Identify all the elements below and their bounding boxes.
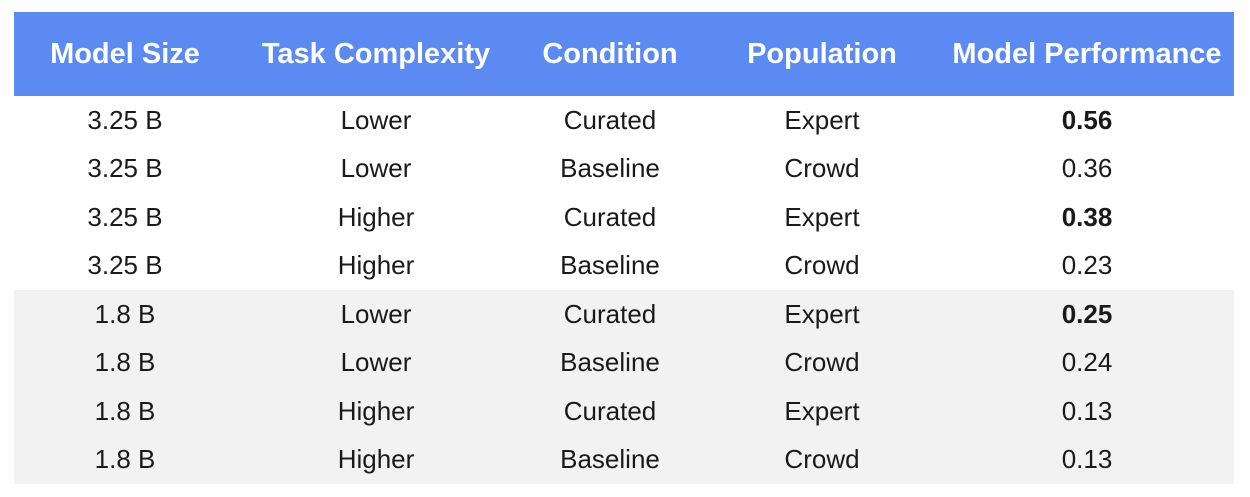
task-complexity-cell: Higher xyxy=(337,444,415,475)
performance-cell: 0.36 xyxy=(1061,153,1113,184)
table-row: 3.25 B Lower Baseline Crowd 0.36 xyxy=(14,145,1234,194)
population-cell: Crowd xyxy=(784,444,860,475)
model-size-cell: 3.25 B xyxy=(87,201,163,232)
header-population: Population xyxy=(747,37,897,70)
table-header: Model Size Task Complexity Condition Pop… xyxy=(14,12,1234,96)
performance-cell: 0.13 xyxy=(1061,444,1113,475)
condition-cell: Curated xyxy=(563,201,657,232)
task-complexity-cell: Higher xyxy=(337,395,415,426)
model-size-cell: 3.25 B xyxy=(87,153,163,184)
model-size-cell: 3.25 B xyxy=(87,250,163,281)
performance-cell: 0.56 xyxy=(1061,104,1113,135)
results-table: Model Size Task Complexity Condition Pop… xyxy=(14,12,1234,484)
condition-cell: Curated xyxy=(563,395,657,426)
task-complexity-cell: Lower xyxy=(340,347,412,378)
table-row: 3.25 B Higher Baseline Crowd 0.23 xyxy=(14,242,1234,291)
condition-cell: Baseline xyxy=(560,153,660,184)
header-task-complexity: Task Complexity xyxy=(261,37,491,70)
model-size-cell: 1.8 B xyxy=(94,395,156,426)
header-condition: Condition xyxy=(542,37,678,70)
population-cell: Expert xyxy=(784,395,860,426)
performance-cell: 0.24 xyxy=(1061,347,1113,378)
model-size-cell: 1.8 B xyxy=(94,298,156,329)
population-cell: Expert xyxy=(784,104,860,135)
table-row: 1.8 B Lower Baseline Crowd 0.24 xyxy=(14,338,1234,387)
table-row: 1.8 B Higher Curated Expert 0.13 xyxy=(14,387,1234,436)
task-complexity-cell: Lower xyxy=(340,104,412,135)
population-cell: Crowd xyxy=(784,153,860,184)
population-cell: Expert xyxy=(784,298,860,329)
population-cell: Crowd xyxy=(784,250,860,281)
performance-cell: 0.23 xyxy=(1061,250,1113,281)
table-body: 3.25 B Lower Curated Expert 0.56 3.25 B Lower B… xyxy=(14,96,1234,484)
table-row: 1.8 B Higher Baseline Crowd 0.13 xyxy=(14,435,1234,484)
model-size-cell: 3.25 B xyxy=(87,104,163,135)
task-complexity-cell: Higher xyxy=(337,250,415,281)
performance-cell: 0.13 xyxy=(1061,395,1113,426)
condition-cell: Baseline xyxy=(560,250,660,281)
model-size-cell: 1.8 B xyxy=(94,347,156,378)
header-model-performance: Model Performance xyxy=(952,37,1222,70)
header-model-size: Model Size xyxy=(50,37,200,70)
task-complexity-cell: Higher xyxy=(337,201,415,232)
task-complexity-cell: Lower xyxy=(340,298,412,329)
condition-cell: Curated xyxy=(563,104,657,135)
condition-cell: Curated xyxy=(563,298,657,329)
task-complexity-cell: Lower xyxy=(340,153,412,184)
performance-cell: 0.25 xyxy=(1061,298,1113,329)
population-cell: Crowd xyxy=(784,347,860,378)
performance-cell: 0.38 xyxy=(1061,201,1113,232)
population-cell: Expert xyxy=(784,201,860,232)
condition-cell: Baseline xyxy=(560,444,660,475)
condition-cell: Baseline xyxy=(560,347,660,378)
table-row: 3.25 B Lower Curated Expert 0.56 xyxy=(14,96,1234,145)
model-size-cell: 1.8 B xyxy=(94,444,156,475)
table-row: 3.25 B Higher Curated Expert 0.38 xyxy=(14,193,1234,242)
table-row: 1.8 B Lower Curated Expert 0.25 xyxy=(14,290,1234,339)
